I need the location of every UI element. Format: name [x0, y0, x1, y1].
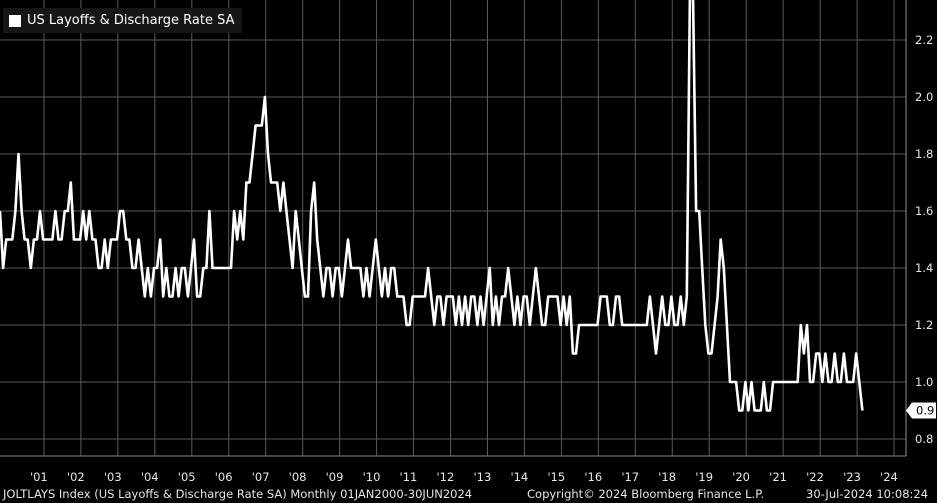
y-tick-label: 0.8 — [915, 432, 933, 446]
x-tick-label: '07 — [252, 470, 270, 484]
x-tick-label: '10 — [363, 470, 381, 484]
x-tick-label: '06 — [215, 470, 233, 484]
footer-source: JOLTLAYS Index (US Layoffs & Discharge R… — [3, 487, 473, 501]
y-tick-label: 2.2 — [915, 33, 933, 47]
y-tick-label: 1.2 — [915, 318, 933, 332]
legend-label: US Layoffs & Discharge Rate SA — [27, 13, 235, 28]
x-tick-label: '21 — [769, 470, 787, 484]
x-tick-label: '24 — [880, 470, 898, 484]
x-tick-label: '11 — [400, 470, 418, 484]
y-tick-label: 1.4 — [915, 261, 933, 275]
x-tick-label: '09 — [326, 470, 344, 484]
x-tick-label: '17 — [621, 470, 639, 484]
y-tick-label: 1.0 — [915, 375, 933, 389]
chart-footer: JOLTLAYS Index (US Layoffs & Discharge R… — [0, 487, 937, 503]
x-tick-label: '01 — [30, 470, 48, 484]
y-tick-label: 2.0 — [915, 90, 933, 104]
x-tick-label: '18 — [658, 470, 676, 484]
x-tick-label: '23 — [843, 470, 861, 484]
y-tick-label: 1.8 — [915, 147, 933, 161]
last-value-marker — [906, 402, 936, 419]
x-tick-label: '05 — [178, 470, 196, 484]
x-tick-label: '14 — [510, 470, 528, 484]
x-tick-label: '08 — [289, 470, 307, 484]
y-tick-label: 1.6 — [915, 204, 933, 218]
x-tick-label: '04 — [141, 470, 159, 484]
x-tick-label: '22 — [806, 470, 824, 484]
footer-timestamp: 30-Jul-2024 10:08:24 — [806, 487, 929, 501]
x-tick-label: '19 — [695, 470, 713, 484]
x-tick-label: '03 — [104, 470, 122, 484]
footer-copyright: Copyright© 2024 Bloomberg Finance L.P. — [527, 487, 764, 501]
x-tick-label: '02 — [67, 470, 85, 484]
last-value-label: 0.9 — [916, 404, 934, 418]
chart-legend: US Layoffs & Discharge Rate SA — [3, 8, 243, 33]
x-tick-label: '15 — [547, 470, 565, 484]
x-tick-label: '20 — [732, 470, 750, 484]
x-tick-label: '12 — [437, 470, 455, 484]
x-tick-label: '16 — [584, 470, 602, 484]
x-tick-label: '13 — [473, 470, 491, 484]
legend-swatch — [9, 14, 21, 27]
series-line — [0, 0, 864, 412]
